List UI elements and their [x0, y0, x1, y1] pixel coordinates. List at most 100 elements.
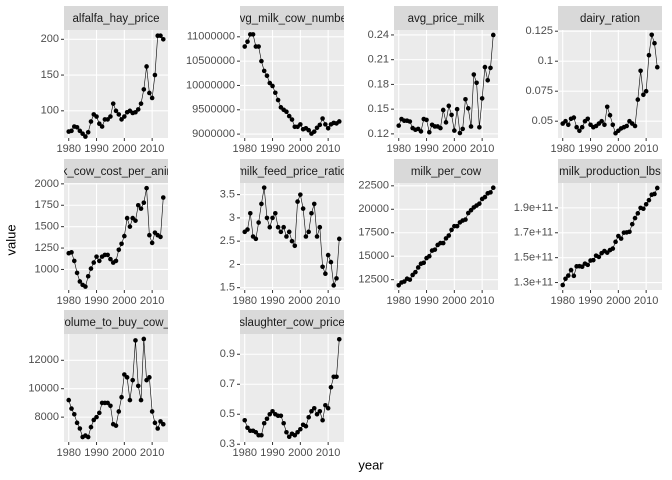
data-point	[256, 44, 261, 49]
data-point	[138, 101, 144, 106]
data-point	[331, 283, 337, 288]
data-point	[91, 260, 97, 265]
data-point	[88, 424, 94, 430]
data-point	[607, 112, 613, 118]
data-point	[328, 384, 334, 390]
data-point	[604, 104, 610, 110]
data-point	[261, 420, 267, 426]
y-tick-label: 1500	[35, 221, 59, 233]
data-point	[585, 116, 591, 122]
data-point	[141, 336, 147, 342]
data-point	[565, 122, 571, 128]
data-point	[110, 101, 116, 106]
data-point	[638, 68, 643, 74]
data-point	[314, 125, 320, 131]
x-tick-label: 1980	[386, 143, 410, 155]
panel: milk_production_lbs 1.3e+11 1.5e+11 1.7e+11…	[514, 159, 662, 307]
strip-text: slaughter_cow_price	[239, 317, 344, 329]
data-point	[407, 277, 413, 282]
data-point	[563, 118, 568, 124]
y-tick-label: 0.9	[220, 348, 235, 360]
data-point	[401, 279, 407, 284]
y-tick-label: 0.24	[368, 29, 389, 41]
data-point	[440, 240, 446, 246]
data-point	[396, 123, 402, 128]
data-point	[284, 109, 289, 115]
data-point	[88, 266, 94, 271]
y-tick-label: 2	[229, 258, 235, 270]
data-point	[298, 122, 303, 127]
x-tick-label: 2010	[316, 143, 340, 155]
data-point	[295, 199, 300, 204]
data-point	[66, 397, 72, 403]
strip-text: milk_feed_price_ratio	[237, 166, 346, 178]
data-point	[468, 124, 474, 129]
data-point	[311, 129, 317, 134]
data-point	[300, 206, 306, 211]
data-point	[152, 72, 158, 78]
data-point	[485, 77, 491, 83]
data-point	[71, 411, 77, 417]
data-point	[267, 224, 273, 230]
data-point	[440, 107, 446, 113]
data-point	[77, 279, 83, 284]
data-point	[477, 124, 482, 130]
data-point	[449, 112, 454, 118]
data-point	[482, 64, 488, 70]
data-point	[490, 185, 496, 190]
data-point	[261, 185, 267, 190]
data-point	[85, 434, 91, 440]
panel: milk_feed_price_ratio 1.5 2 2.5 3 3.5 1980 1990…	[220, 159, 346, 307]
data-point	[325, 405, 331, 411]
data-point	[482, 194, 488, 200]
data-point	[273, 210, 278, 216]
panel: alfalfa_hay_price 100 150 200 1980 1990 2000 20…	[41, 6, 168, 155]
data-point	[418, 129, 424, 134]
y-tick-label: 0.18	[368, 78, 389, 90]
data-point	[292, 432, 298, 438]
data-point	[250, 32, 256, 37]
data-point	[610, 122, 616, 128]
y-tick-label: 0.7	[220, 378, 235, 390]
data-point	[311, 201, 317, 207]
data-point	[336, 336, 342, 342]
x-tick-label: 2000	[606, 143, 630, 155]
y-tick-label: 150	[41, 69, 59, 81]
data-point	[438, 125, 443, 131]
x-axis-title: year	[358, 457, 384, 472]
x-tick-label: 1990	[84, 295, 108, 307]
panel-background	[240, 334, 344, 442]
data-point	[99, 124, 105, 129]
data-point	[643, 201, 649, 207]
data-point	[311, 405, 317, 411]
data-point	[245, 227, 250, 232]
data-point	[574, 124, 579, 130]
y-tick-label: 10000000	[186, 79, 235, 91]
data-point	[97, 258, 102, 264]
data-point	[306, 127, 311, 133]
strip	[558, 6, 662, 30]
data-point	[649, 32, 655, 38]
data-point	[463, 96, 468, 102]
data-point	[624, 123, 629, 129]
x-tick-label: 2000	[288, 447, 312, 459]
data-point	[275, 97, 281, 103]
data-point	[133, 109, 138, 115]
data-point	[284, 429, 289, 435]
data-point	[124, 215, 130, 221]
strip	[64, 159, 168, 183]
data-point	[320, 264, 325, 270]
data-point	[144, 185, 149, 191]
data-point	[133, 218, 138, 223]
data-point	[278, 229, 284, 235]
data-point	[245, 425, 250, 431]
data-point	[563, 276, 568, 282]
x-tick-label: 2000	[606, 295, 630, 307]
x-tick-label: 2000	[288, 295, 312, 307]
data-point	[295, 429, 300, 435]
x-tick-label: 1990	[578, 295, 602, 307]
data-point	[74, 124, 80, 130]
data-point	[585, 262, 591, 268]
x-tick-label: 2000	[442, 295, 466, 307]
data-point	[284, 234, 289, 239]
